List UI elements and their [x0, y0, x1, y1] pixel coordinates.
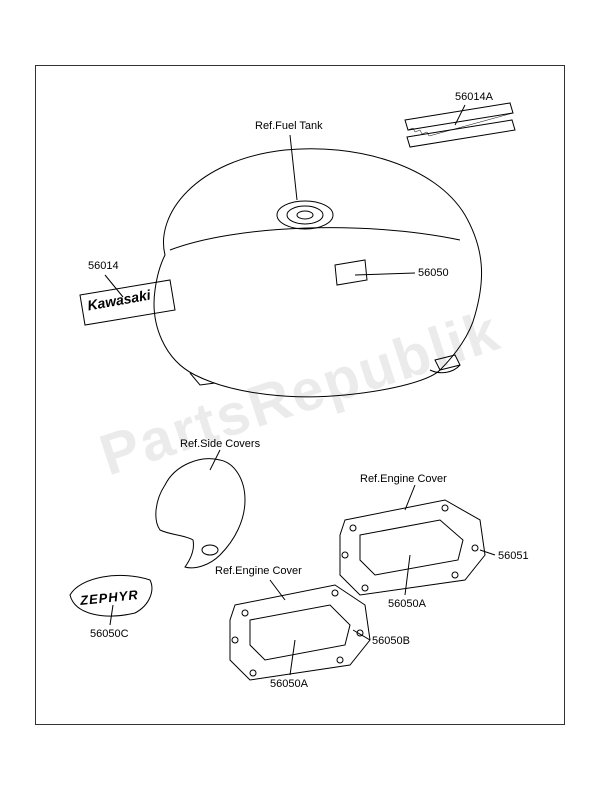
- parts-diagram-svg: [35, 65, 565, 725]
- partnum-56050A-1: 56050A: [388, 598, 426, 610]
- partnum-56014: 56014: [88, 260, 119, 272]
- partnum-56014A: 56014A: [455, 91, 493, 103]
- label-ref-engine-cover-1: Ref.Engine Cover: [215, 565, 302, 577]
- partnum-56050A-2: 56050A: [270, 678, 308, 690]
- partnum-56050C: 56050C: [90, 628, 129, 640]
- label-ref-side-covers: Ref.Side Covers: [180, 438, 260, 450]
- label-ref-fuel-tank: Ref.Fuel Tank: [255, 120, 323, 132]
- partnum-56050B: 56050B: [372, 635, 410, 647]
- partnum-56050: 56050: [418, 267, 449, 279]
- label-ref-engine-cover-2: Ref.Engine Cover: [360, 473, 447, 485]
- partnum-56051: 56051: [498, 550, 529, 562]
